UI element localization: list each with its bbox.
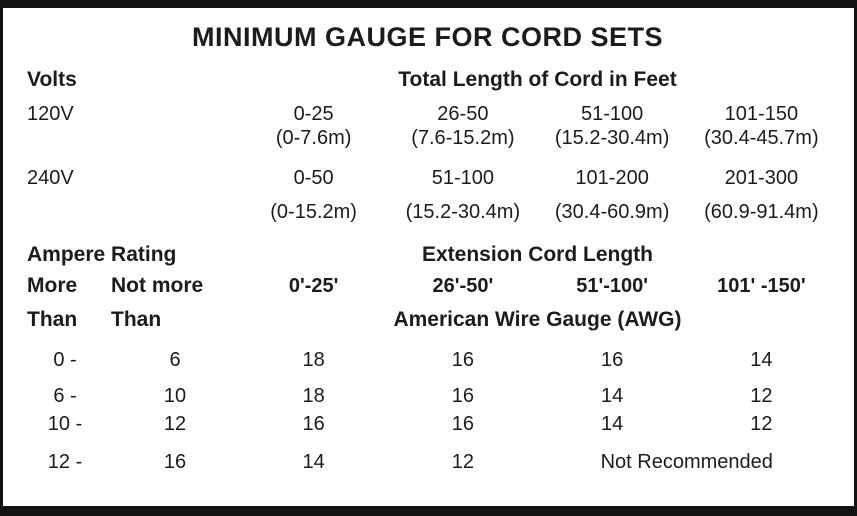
awg-value: 12: [750, 384, 773, 407]
range-cell: 201-300: [724, 167, 799, 190]
not-more-than-header-line1: Not more: [111, 274, 204, 298]
cord-length-col-header: 0'-25': [288, 275, 339, 298]
cord-length-col-header: 101' -150': [717, 275, 806, 298]
volts-header-row: Volts Total Length of Cord in Feet: [19, 67, 836, 92]
awg-value: 18: [302, 384, 325, 407]
row-120v-ranges: 120V 0-25 26-50 51-100 101-150: [19, 102, 836, 126]
table-row: 6 - 10 18 16 14 12: [19, 384, 836, 408]
metric-cell: (0-7.6m): [275, 127, 352, 150]
not-recommended-note: Not Recommended: [600, 450, 773, 473]
range-cell: 101-150: [724, 103, 799, 126]
metric-cell: (15.2-30.4m): [554, 127, 670, 150]
volts-value: 240V: [27, 167, 74, 190]
cord-length-col-header: 51'-100': [576, 275, 649, 298]
not-more-than-header-line2: Than: [111, 307, 162, 331]
more-than-header-line1: More: [27, 274, 78, 298]
table-title: MINIMUM GAUGE FOR CORD SETS: [192, 22, 663, 52]
awg-value: 14: [601, 384, 624, 407]
more-than-value: 0 -: [53, 348, 77, 371]
not-more-than-value: 6: [169, 348, 181, 371]
row-240v-metric: (0-15.2m) (15.2-30.4m) (30.4-60.9m) (60.…: [19, 200, 836, 224]
range-cell: 0-25: [293, 103, 334, 126]
table-row: 12 - 16 14 12 Not Recommended: [19, 450, 836, 474]
total-length-header: Total Length of Cord in Feet: [398, 68, 677, 91]
row-120v-metric: (0-7.6m) (7.6-15.2m) (15.2-30.4m) (30.4-…: [19, 126, 836, 150]
not-more-than-value: 10: [163, 384, 187, 407]
range-cell: 101-200: [575, 167, 649, 190]
awg-value: 14: [302, 450, 325, 473]
not-more-than-value: 16: [163, 450, 187, 473]
more-than-header-line2: Than: [27, 307, 78, 331]
awg-value: 16: [451, 412, 474, 435]
awg-value: 14: [750, 348, 773, 371]
awg-value: 16: [451, 348, 474, 371]
cord-length-col-header: 26'-50': [432, 275, 494, 298]
awg-value: 16: [601, 348, 624, 371]
not-more-than-value: 12: [163, 412, 187, 435]
extension-cord-length-header: Extension Cord Length: [422, 243, 653, 267]
subheader-row-1: More Not more 0'-25' 26'-50' 51'-100' 10…: [19, 273, 836, 298]
awg-value: 18: [302, 348, 325, 371]
volts-header: Volts: [27, 68, 77, 91]
awg-value: 14: [601, 412, 624, 435]
range-cell: 51-100: [580, 103, 644, 126]
metric-cell: (30.4-45.7m): [704, 127, 819, 150]
metric-cell: (7.6-15.2m): [411, 127, 515, 150]
metric-cell: (30.4-60.9m): [554, 201, 670, 224]
row-240v-ranges: 240V 0-50 51-100 101-200 201-300: [19, 166, 836, 190]
awg-value: 12: [451, 450, 474, 473]
range-cell: 26-50: [437, 103, 489, 126]
awg-header: American Wire Gauge (AWG): [393, 307, 682, 331]
range-cell: 51-100: [431, 167, 495, 190]
table-row: 0 - 6 18 16 16 14: [19, 348, 836, 372]
more-than-value: 12 -: [47, 450, 83, 473]
awg-value: 12: [750, 412, 773, 435]
more-than-value: 10 -: [47, 412, 83, 435]
table-row: 10 - 12 16 16 14 12: [19, 412, 836, 436]
volts-value: 120V: [27, 103, 74, 126]
ampere-header-row: Ampere Rating Extension Cord Length: [19, 242, 836, 267]
metric-cell: (60.9-91.4m): [704, 201, 819, 224]
subheader-row-2: Than Than American Wire Gauge (AWG): [19, 307, 836, 332]
range-cell: 0-50: [293, 167, 334, 190]
awg-value: 16: [302, 412, 325, 435]
more-than-value: 6 -: [53, 384, 77, 407]
metric-cell: (0-15.2m): [270, 201, 357, 224]
awg-value: 16: [451, 384, 474, 407]
metric-cell: (15.2-30.4m): [405, 201, 521, 224]
ampere-rating-header: Ampere Rating: [27, 243, 177, 267]
